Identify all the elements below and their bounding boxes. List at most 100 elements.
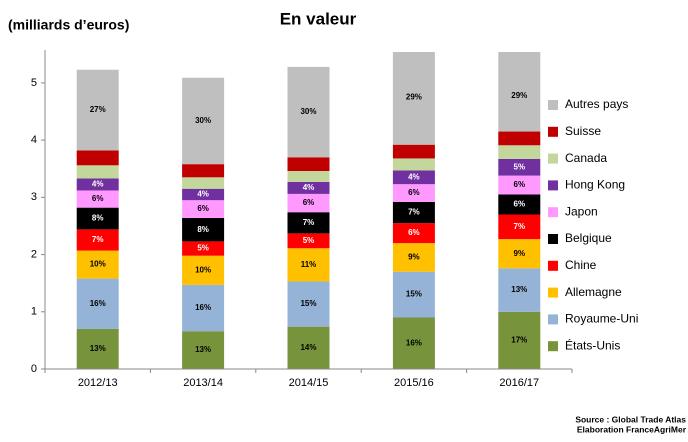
bar-segment <box>392 201 435 224</box>
bar-segment <box>182 284 225 332</box>
data-label: 10% <box>90 260 106 269</box>
bar-segment <box>498 52 541 132</box>
x-tick-label: 2016/17 <box>499 377 539 389</box>
data-label: 30% <box>195 116 211 125</box>
data-label: 10% <box>195 265 211 274</box>
bar-segment <box>287 157 330 172</box>
bar-segment <box>76 190 119 208</box>
bar-segment <box>498 159 541 176</box>
legend-label: Japon <box>565 204 598 218</box>
legend-label: Autres pays <box>565 97 628 111</box>
legend-label: Hong Kong <box>565 178 625 192</box>
bar-segment <box>76 278 119 329</box>
data-label: 14% <box>300 343 316 352</box>
legend-swatch <box>548 234 558 244</box>
data-label: 5% <box>197 244 209 253</box>
data-label: 6% <box>514 200 526 209</box>
bar-segment <box>498 145 541 160</box>
data-label: 16% <box>406 338 422 347</box>
bar-segment <box>287 212 330 234</box>
legend-label: Chine <box>565 258 597 272</box>
data-label: 16% <box>90 299 106 308</box>
data-label: 4% <box>408 172 420 181</box>
bar-segment <box>287 248 330 282</box>
bar-segment <box>182 177 225 189</box>
bar-segment <box>182 200 225 218</box>
data-label: 7% <box>408 208 420 217</box>
data-label: 7% <box>514 222 526 231</box>
data-label: 9% <box>408 253 420 262</box>
data-label: 6% <box>408 188 420 197</box>
data-label: 4% <box>197 190 209 199</box>
legend-swatch <box>548 100 558 110</box>
data-label: 16% <box>195 303 211 312</box>
bar-segment <box>76 165 119 179</box>
x-tick-label: 2013/14 <box>183 377 223 389</box>
data-label: 15% <box>406 290 422 299</box>
x-tick-label: 2015/16 <box>394 377 434 389</box>
y-tick-label: 5 <box>31 77 37 89</box>
y-tick-label: 2 <box>31 248 37 260</box>
bar-segment <box>498 175 541 195</box>
data-label: 13% <box>511 285 527 294</box>
y-tick-label: 4 <box>31 134 37 146</box>
bar-segment <box>287 233 330 249</box>
legend-swatch <box>548 207 558 218</box>
bar-segment <box>392 158 435 171</box>
bar-segment <box>76 207 119 230</box>
bar-segment <box>498 268 541 312</box>
legend-label: Royaume-Uni <box>565 312 638 326</box>
data-label: 11% <box>301 260 317 269</box>
legend-swatch <box>548 287 558 298</box>
bar-segment <box>76 69 119 151</box>
bar-segment <box>392 223 435 244</box>
data-label: 6% <box>514 180 526 189</box>
y-tick-label: 3 <box>31 191 37 203</box>
legend-swatch <box>548 314 558 325</box>
axis-unit: (milliards d’euros) <box>8 17 129 33</box>
data-label: 29% <box>511 91 527 100</box>
bar-segment <box>182 188 225 201</box>
bar-segment <box>498 311 541 369</box>
data-label: 9% <box>514 249 526 258</box>
data-label: 6% <box>92 194 104 203</box>
legend-swatch <box>548 260 558 271</box>
bar-segment <box>498 194 541 215</box>
bar-segment <box>76 178 119 191</box>
bar-segment <box>287 281 330 327</box>
bar-segment <box>182 255 225 285</box>
data-label: 13% <box>195 345 211 354</box>
y-tick-label: 1 <box>31 306 37 318</box>
bar-segment <box>182 217 225 242</box>
data-label: 6% <box>408 228 420 237</box>
bar-segment <box>498 131 541 146</box>
data-label: 30% <box>300 107 316 116</box>
legend-swatch <box>548 153 558 164</box>
x-tick-label: 2014/15 <box>289 377 329 389</box>
legend-label: Allemagne <box>565 285 622 299</box>
data-label: 8% <box>92 214 104 223</box>
bar-segment <box>392 243 435 272</box>
data-label: 6% <box>197 204 209 213</box>
data-label: 13% <box>90 344 106 353</box>
bar-segment <box>287 326 330 369</box>
data-label: 4% <box>92 180 104 189</box>
bar-segment <box>287 66 330 158</box>
bar-segment <box>392 144 435 159</box>
data-label: 29% <box>406 93 422 102</box>
legend-swatch <box>548 341 558 352</box>
legend-swatch <box>548 126 558 137</box>
x-tick-label: 2012/13 <box>78 377 118 389</box>
bar-segment <box>287 171 330 182</box>
legend-label: Canada <box>565 151 607 165</box>
bars <box>76 52 541 369</box>
bar-segment <box>287 193 330 213</box>
bar-segment <box>498 239 541 269</box>
bar-segment <box>182 77 225 165</box>
data-label: 15% <box>300 299 316 308</box>
data-label: 5% <box>303 236 315 245</box>
bar-segment <box>392 271 435 318</box>
data-label: 17% <box>511 335 527 344</box>
bar-segment <box>76 250 119 279</box>
data-label: 7% <box>92 235 104 244</box>
